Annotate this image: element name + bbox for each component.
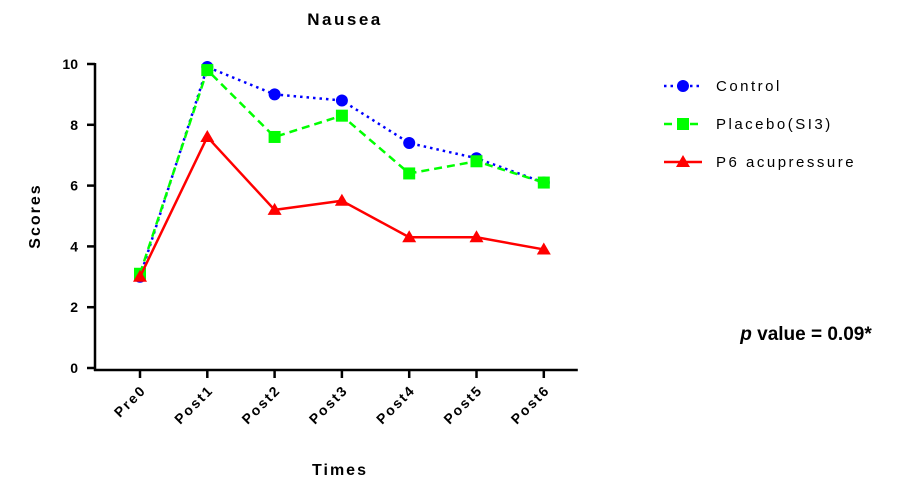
y-tick-label: 0	[70, 360, 78, 376]
legend-swatch-marker	[677, 118, 689, 130]
x-tick-label: Post6	[508, 382, 553, 427]
data-point	[200, 129, 215, 142]
legend-label: P6 acupressure	[716, 154, 856, 171]
data-point	[335, 94, 348, 107]
legend-item-placebo-si3: Placebo(SI3)	[664, 116, 833, 133]
series-layer	[133, 61, 551, 283]
y-tick-label: 8	[70, 117, 78, 133]
x-tick-label: Post1	[171, 382, 216, 427]
data-point	[334, 193, 349, 206]
legend-label: Control	[716, 78, 782, 95]
y-axis-label: Scores	[27, 183, 44, 248]
y-tick-label: 10	[62, 56, 78, 72]
p-value-text: value = 0.09*	[752, 324, 872, 345]
chart-title: Nausea	[307, 10, 382, 29]
data-point	[470, 155, 483, 168]
x-tick-label: Post2	[238, 382, 283, 427]
x-tick-label: Post5	[440, 382, 485, 427]
data-point	[403, 137, 416, 150]
legend-label: Placebo(SI3)	[716, 116, 833, 133]
y-tick-label: 4	[70, 238, 78, 254]
data-point	[536, 242, 551, 255]
series-p6-acupressure	[133, 129, 551, 282]
legend-item-p6-acupressure: P6 acupressure	[664, 154, 856, 171]
legend-swatch-marker	[677, 80, 689, 92]
data-point	[469, 230, 484, 243]
data-point	[267, 202, 282, 215]
data-point	[133, 269, 147, 282]
legend-item-control: Control	[664, 78, 782, 95]
y-tick-label: 6	[70, 178, 78, 194]
x-tick-label: Post3	[306, 382, 351, 427]
series-control	[134, 61, 550, 283]
data-point	[537, 176, 550, 189]
data-point	[403, 167, 416, 180]
legend: Control Placebo(SI3) P6 acupressure	[664, 78, 856, 171]
data-point	[335, 109, 348, 122]
data-point	[268, 130, 281, 143]
data-point	[201, 64, 214, 77]
p-value-italic: p	[739, 324, 752, 345]
y-tick-label: 2	[70, 299, 78, 315]
x-tick-label: Post4	[373, 382, 418, 427]
data-point	[402, 230, 417, 243]
series-line	[138, 135, 545, 278]
x-axis-label: Times	[312, 462, 368, 479]
legend-swatch-marker	[676, 155, 690, 167]
p-value-annotation: p value = 0.09*	[739, 324, 872, 345]
x-tick-label: Pre0	[111, 382, 149, 420]
data-point	[268, 88, 281, 101]
